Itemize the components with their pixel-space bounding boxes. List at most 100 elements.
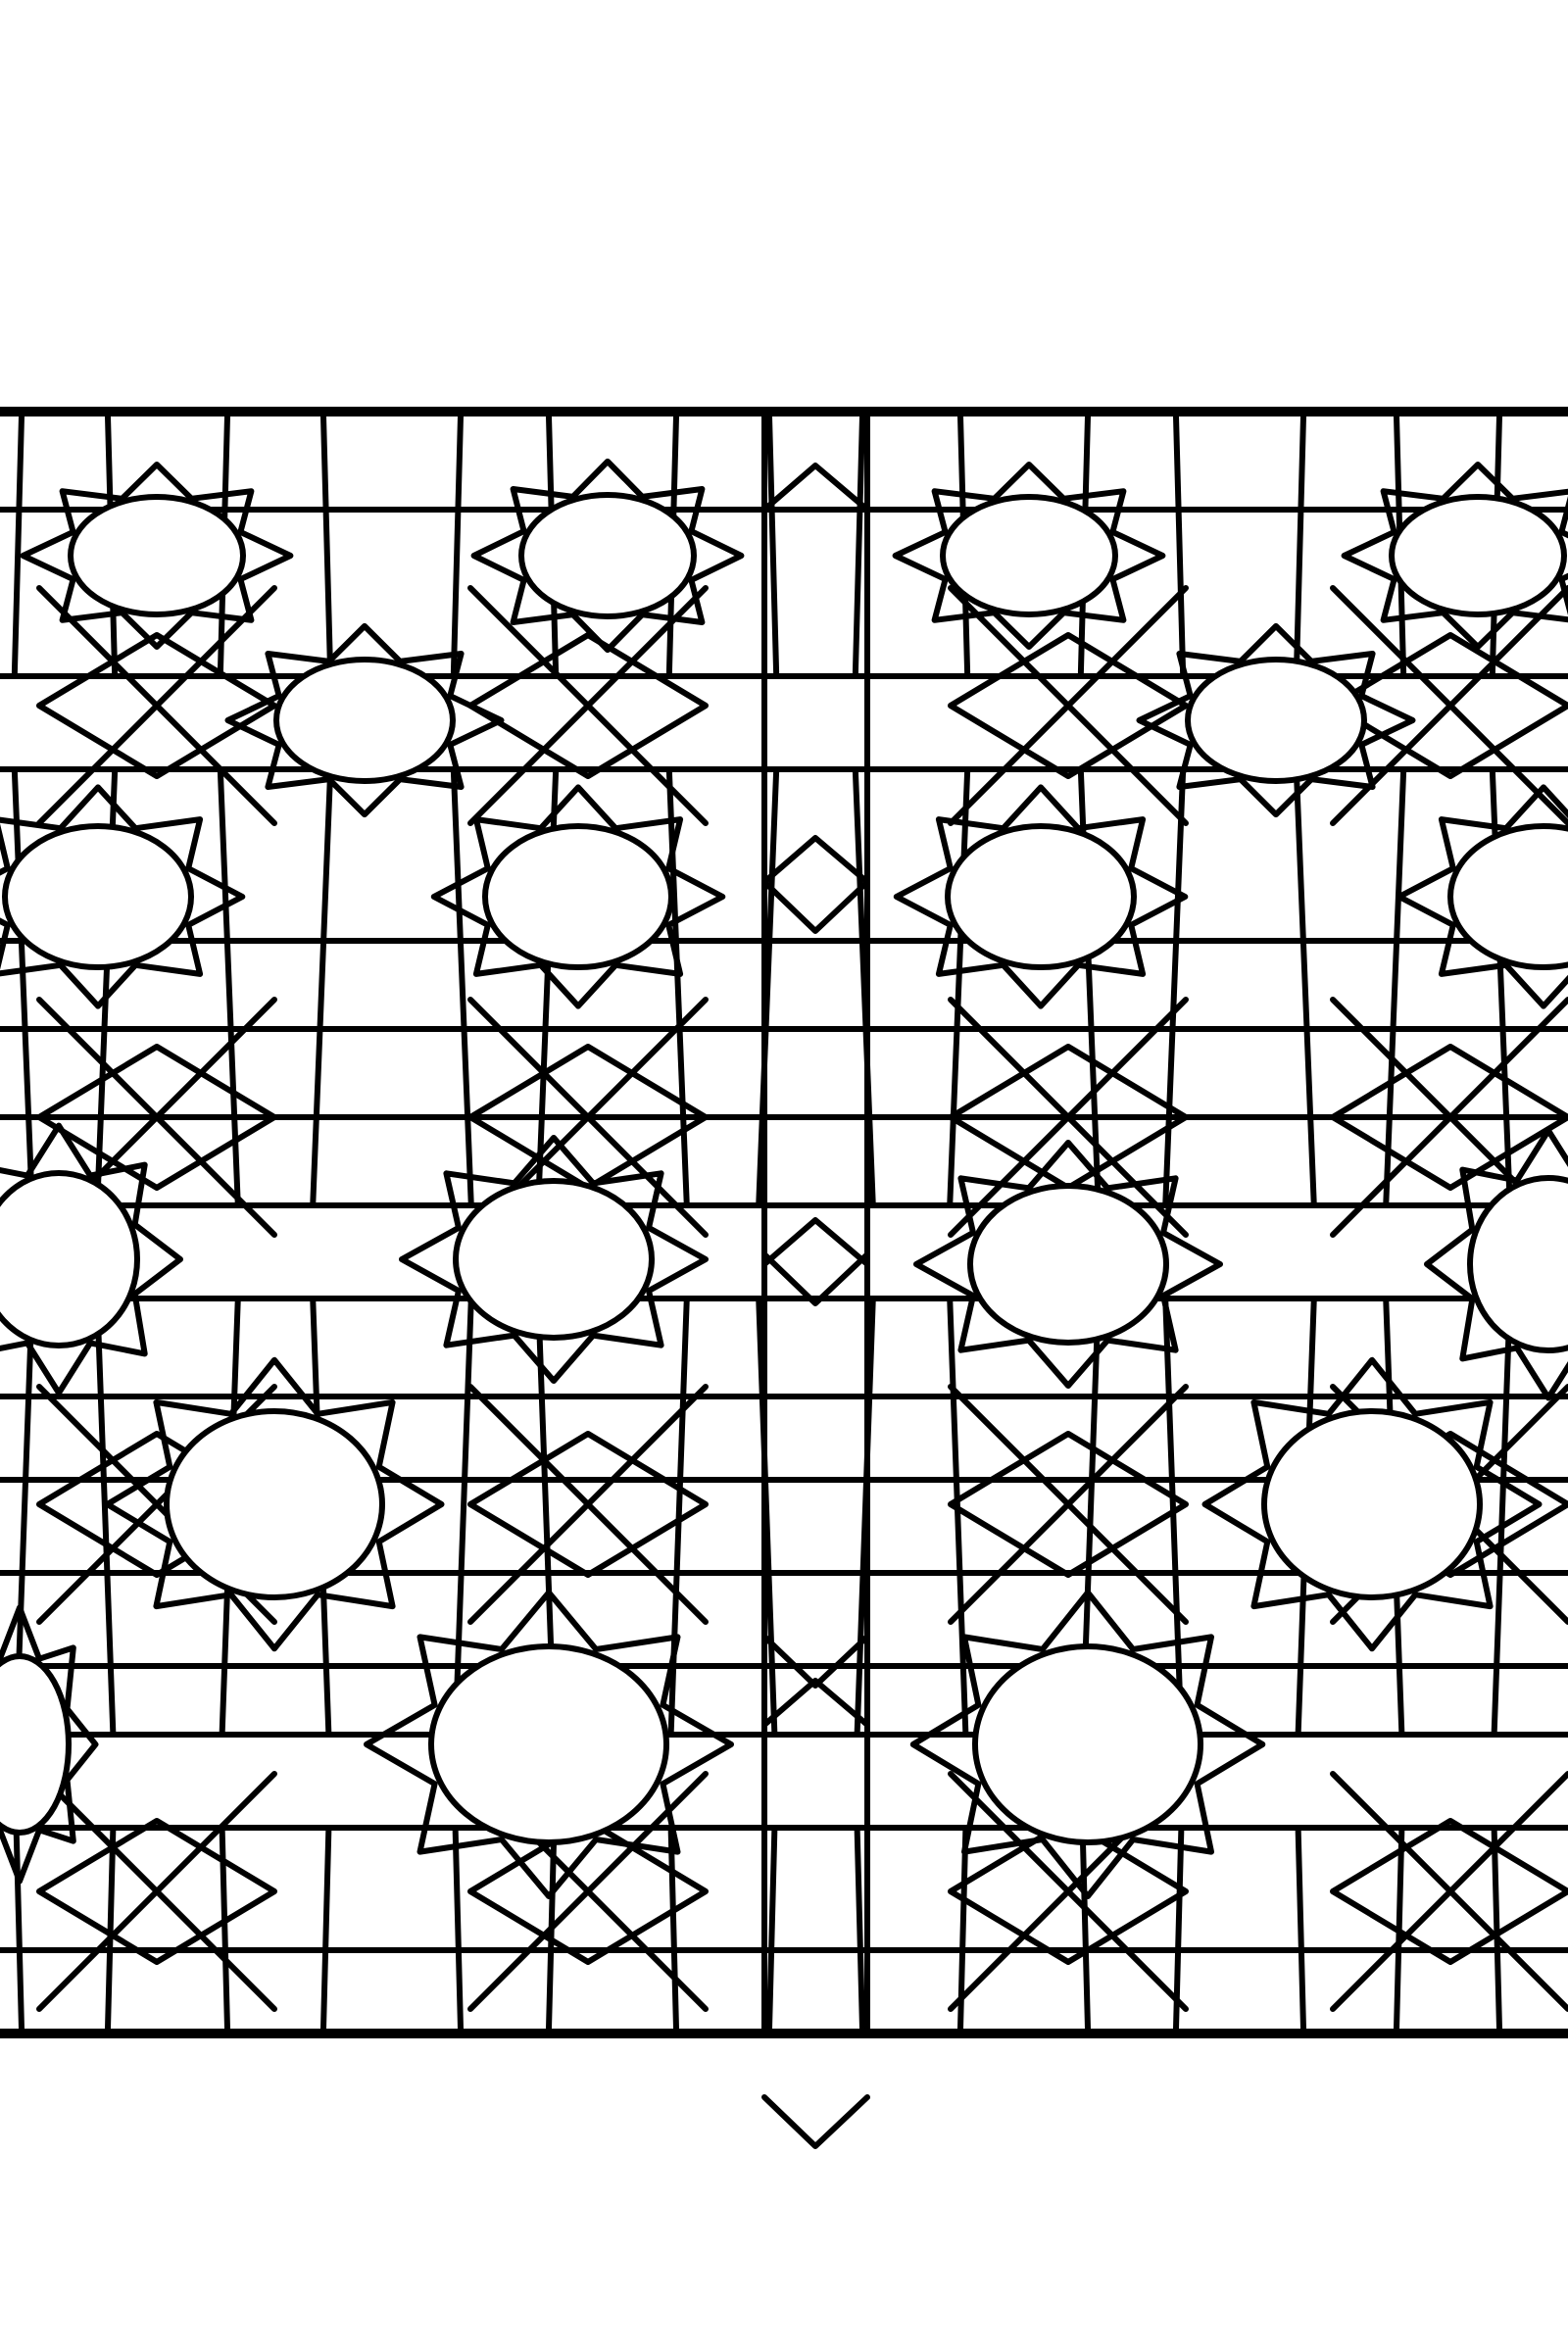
chevron-up-motif <box>761 1217 870 1267</box>
chevron-down-motif <box>761 1634 870 1689</box>
grid-post <box>11 766 35 1208</box>
star-motif <box>1136 622 1416 818</box>
cross-motif <box>1330 1771 1568 2012</box>
star-motif <box>1201 1356 1543 1652</box>
star-motif <box>1341 462 1568 650</box>
diamond-motif <box>1330 1044 1568 1191</box>
diamond-motif <box>36 1818 277 1965</box>
lattice-band <box>0 414 1568 2149</box>
rosette-ellipse <box>0 1653 72 1836</box>
star-motif <box>104 1356 445 1652</box>
grid-post <box>947 1296 969 1738</box>
grid-post <box>1383 766 1407 1208</box>
cross-motif <box>948 1384 1189 1625</box>
star-motif <box>0 784 246 1009</box>
star-motif <box>20 462 294 650</box>
grid-post <box>105 1825 117 2032</box>
grid-post <box>1293 414 1306 679</box>
grid-post <box>320 1825 332 2032</box>
rosette-ellipse <box>1467 1175 1568 1353</box>
grid-post <box>1295 1825 1306 2032</box>
rosette-ellipse <box>453 1178 655 1341</box>
diamond-motif <box>467 632 709 779</box>
star-motif <box>909 1590 1266 1899</box>
grid-post <box>450 766 474 1208</box>
grid-post <box>766 414 780 679</box>
rosette-ellipse <box>164 1408 385 1600</box>
grid-post <box>947 766 971 1208</box>
chevron-down-motif <box>761 879 870 934</box>
grid-post <box>13 1825 24 2032</box>
grid-post <box>766 1825 778 2032</box>
grid-post <box>217 766 241 1208</box>
grid-post <box>1491 1296 1513 1738</box>
rosette-ellipse <box>273 657 456 784</box>
rosette-ellipse <box>1389 494 1567 617</box>
grid-post <box>452 1825 464 2032</box>
diamond-motif <box>467 1431 709 1578</box>
grid-post <box>852 414 865 679</box>
star-motif <box>224 622 505 818</box>
rosette-ellipse <box>972 1643 1203 1845</box>
grid-post <box>1162 1296 1185 1738</box>
grid-post <box>1173 1825 1185 2032</box>
rosette-ellipse <box>2 823 194 970</box>
grid-post <box>452 1296 474 1738</box>
cross-motif <box>948 585 1189 826</box>
star-motif <box>913 1140 1223 1389</box>
rosette-ellipse <box>940 494 1118 617</box>
diamond-motif <box>1330 1818 1568 1965</box>
star-motif <box>893 784 1189 1009</box>
diamond-motif <box>948 632 1189 779</box>
grid-post <box>94 1296 117 1738</box>
diamond-motif <box>36 1044 277 1191</box>
star-motif <box>470 458 745 654</box>
rosette-ellipse <box>518 492 697 619</box>
star-motif <box>1424 1127 1568 1401</box>
star-motif <box>0 1122 183 1396</box>
rosette-ellipse <box>945 823 1137 970</box>
star-motifs <box>0 458 1568 2149</box>
grid-post <box>310 766 334 1208</box>
rosette-ellipse <box>1447 823 1568 970</box>
chevron-down-motif <box>761 1251 870 1306</box>
cross-motif <box>36 585 277 826</box>
rosette-ellipse <box>1185 657 1367 784</box>
cross-motif <box>36 1771 277 2012</box>
star-motif <box>399 1135 709 1384</box>
grid-post <box>1491 1825 1502 2032</box>
grid-post <box>667 1825 679 2032</box>
chevron-down-motif <box>761 2094 870 2149</box>
diamond-motif <box>948 1431 1189 1578</box>
star-motif <box>1396 784 1568 1009</box>
cross-motif <box>948 997 1189 1238</box>
diamond-motif <box>467 1044 709 1191</box>
chevron-up-motif <box>761 1678 870 1728</box>
grid-post <box>854 1825 865 2032</box>
diamond-motif <box>1330 632 1568 779</box>
grid-post <box>450 414 464 679</box>
diamond-motif <box>36 632 277 779</box>
rosette-ellipse <box>1261 1408 1483 1600</box>
chevron-up-motif <box>761 835 870 885</box>
star-motif <box>430 784 726 1009</box>
grid-post <box>320 414 334 679</box>
rosette-ellipse <box>428 1643 669 1845</box>
cross-motif <box>467 1384 709 1625</box>
border-rules <box>0 407 1568 2038</box>
rosette-ellipse <box>0 1170 140 1348</box>
diamond-motif <box>948 1044 1189 1191</box>
grid-post <box>1293 766 1317 1208</box>
rosette-motifs <box>0 492 1568 1845</box>
star-motif <box>0 1604 99 1885</box>
star-motif <box>364 1590 734 1899</box>
grid-post <box>1173 414 1187 679</box>
rosette-ellipse <box>967 1183 1169 1346</box>
cross-motif <box>467 585 709 826</box>
grid-post <box>11 414 24 679</box>
grid-post <box>1079 1825 1091 2032</box>
chevron-up-motif <box>761 463 870 513</box>
grid-post <box>1162 766 1187 1208</box>
